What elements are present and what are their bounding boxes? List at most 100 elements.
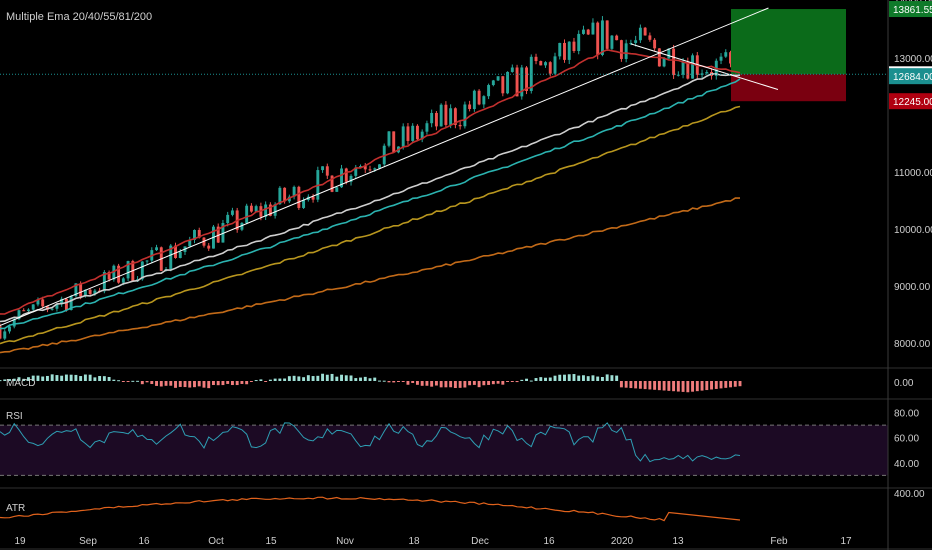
candle-body [60, 298, 64, 305]
macd-bar [321, 373, 325, 381]
main-price-pane[interactable] [0, 7, 888, 354]
ema-20-line [0, 48, 741, 315]
candle-body [321, 166, 325, 171]
macd-bar [648, 381, 652, 390]
macd-bar [724, 381, 728, 388]
macd-bar [378, 380, 381, 382]
macd-bar [520, 379, 524, 381]
macd-bar [283, 378, 287, 381]
candle-body [373, 168, 377, 170]
candle-body [605, 20, 609, 49]
macd-bar [136, 380, 140, 382]
macd-bar [8, 379, 11, 381]
ema-81-line [0, 105, 741, 345]
macd-bar [306, 375, 310, 381]
macd-bar [354, 378, 358, 381]
candle-body [444, 104, 448, 125]
macd-value-label: 0.00 [894, 378, 914, 389]
candle-body [344, 168, 348, 182]
candle-body [112, 265, 116, 280]
macd-bar [548, 377, 552, 381]
macd-bar [572, 374, 576, 381]
candle-body [79, 283, 83, 297]
macd-bar [50, 374, 54, 381]
candle-body [107, 272, 111, 280]
macd-bar [373, 377, 377, 381]
macd-bar [643, 381, 647, 390]
macd-bar [126, 381, 130, 382]
candle-body [207, 245, 211, 249]
candle-body [453, 108, 457, 125]
candle-body [439, 104, 443, 127]
candle-body [719, 56, 723, 61]
macd-bar [22, 378, 26, 381]
macd-bar [382, 380, 386, 382]
macd-pane[interactable] [0, 373, 742, 393]
candle-body [178, 251, 182, 258]
candle-body [591, 22, 595, 35]
candle-body [420, 131, 424, 140]
x-tick-label: 17 [840, 536, 852, 547]
x-tick-label: 2020 [611, 536, 634, 547]
macd-bar [700, 381, 704, 391]
x-tick-label: 15 [265, 536, 277, 547]
atr-label: ATR [6, 503, 25, 514]
macd-bar [36, 375, 40, 381]
macd-bar [496, 381, 500, 384]
candle-body [8, 326, 11, 332]
macd-bar [586, 376, 590, 381]
candle-body [434, 112, 438, 127]
candle-body [458, 124, 462, 127]
rsi-pane[interactable]: 80.00 60.00 40.00 [0, 409, 919, 476]
macd-bar [131, 380, 135, 382]
candle-body [83, 289, 87, 297]
macd-bar [45, 375, 49, 381]
macd-bar [729, 381, 732, 388]
macd-bar [449, 381, 453, 388]
y-tick-label: 8000.00 [894, 339, 931, 350]
macd-bar [216, 381, 220, 386]
y-tick-label: 11000.00 [894, 168, 932, 179]
ema-40-line [0, 73, 741, 323]
price-label-box [889, 93, 932, 110]
macd-bar [600, 377, 604, 381]
macd-bar [169, 381, 173, 386]
atr-pane[interactable] [0, 496, 741, 522]
position-target-zone [731, 9, 846, 75]
macd-bar [638, 381, 642, 389]
x-tick-label: Nov [336, 536, 354, 547]
macd-bar [667, 381, 671, 391]
candle-body [311, 196, 315, 200]
candle-body [558, 42, 562, 57]
candle-body [648, 35, 652, 40]
price-label-box [889, 1, 932, 18]
macd-bar [453, 381, 457, 388]
rsi-tick-label: 40.00 [894, 459, 919, 470]
macd-bar [64, 374, 68, 381]
macd-bar [392, 381, 396, 383]
macd-bar [510, 381, 514, 382]
macd-bar [463, 381, 467, 388]
candle-body [363, 166, 367, 170]
candle-body [283, 187, 287, 202]
macd-bar [349, 375, 353, 381]
macd-bar [691, 381, 695, 392]
candle-body [240, 222, 244, 230]
candle-body [197, 229, 201, 238]
candle-body [691, 55, 695, 79]
candle-body [69, 296, 73, 310]
candle-body [510, 67, 514, 72]
x-tick-label: 16 [138, 536, 150, 547]
macd-bar [278, 378, 282, 381]
macd-bar [202, 381, 206, 388]
macd-bar [297, 376, 301, 381]
candle-body [567, 41, 571, 60]
candle-body [188, 239, 192, 247]
macd-bar [240, 381, 244, 384]
macd-bar [311, 376, 315, 381]
candle-body [27, 309, 30, 311]
trendline [0, 7, 769, 326]
macd-bar [344, 375, 348, 381]
macd-bar [387, 381, 391, 383]
